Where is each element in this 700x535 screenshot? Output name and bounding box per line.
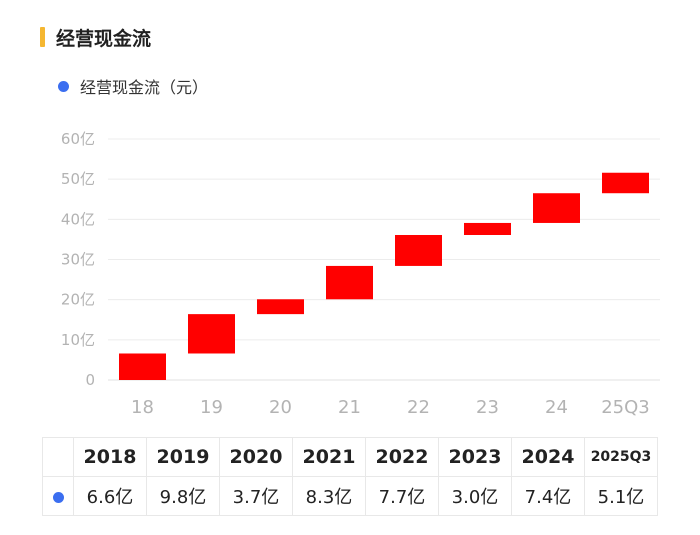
y-tick-label: 40亿 — [61, 210, 95, 228]
table-value: 8.3亿 — [292, 476, 366, 516]
bars — [119, 172, 649, 380]
table-value: 3.7亿 — [219, 476, 293, 516]
legend[interactable]: 经营现金流（元） — [58, 74, 208, 98]
x-category-label: 21 — [338, 397, 361, 418]
title-accent-bar — [40, 27, 45, 47]
bar — [533, 193, 580, 223]
table-value: 3.0亿 — [438, 476, 512, 516]
table-value: 5.1亿 — [584, 476, 658, 516]
table-year: 2020 — [219, 437, 293, 477]
legend-marker — [58, 80, 69, 92]
bar — [464, 222, 511, 235]
table-year: 2021 — [292, 437, 366, 477]
x-category-label: 22 — [407, 397, 430, 418]
y-tick-label: 50亿 — [61, 170, 95, 188]
table-year: 2022 — [365, 437, 439, 477]
y-tick-label: 30亿 — [61, 251, 95, 269]
y-tick-label: 20亿 — [61, 291, 95, 309]
bar — [395, 234, 442, 266]
table-row: 6.6亿 9.8亿 3.7亿 8.3亿 7.7亿 3.0亿 7.4亿 5.1亿 — [42, 476, 658, 516]
x-axis-categories: 18 19 20 21 22 23 24 25Q3 — [131, 397, 650, 418]
legend-label: 经营现金流（元） — [80, 78, 209, 97]
table-value: 7.7亿 — [365, 476, 439, 516]
table-year: 2018 — [73, 437, 147, 477]
table-corner-cell — [42, 437, 74, 477]
x-category-label: 23 — [476, 397, 499, 418]
table-header-row: 2018 2019 2020 2021 2022 2023 2024 2025Q… — [42, 437, 658, 477]
x-category-label: 24 — [545, 397, 568, 418]
bar — [188, 314, 235, 354]
x-category-label: 25Q3 — [601, 397, 650, 418]
table-row-marker-cell — [42, 476, 74, 516]
table-year: 2023 — [438, 437, 512, 477]
table-year: 2019 — [146, 437, 220, 477]
bar — [326, 265, 373, 300]
bar — [257, 299, 304, 315]
table-value: 9.8亿 — [146, 476, 220, 516]
table-year: 2025Q3 — [584, 437, 658, 477]
y-axis-ticks: 0 10亿 20亿 30亿 40亿 50亿 60亿 — [61, 130, 95, 389]
table-year: 2024 — [511, 437, 585, 477]
x-category-label: 18 — [131, 397, 154, 418]
chart-title: 经营现金流 — [56, 28, 152, 50]
y-tick-label: 10亿 — [61, 331, 95, 349]
table-value: 7.4亿 — [511, 476, 585, 516]
waterfall-chart: 0 10亿 20亿 30亿 40亿 50亿 60亿 18 19 20 21 22 23 24 25Q3 — [61, 130, 660, 418]
table-value: 6.6亿 — [73, 476, 147, 516]
series-dot-icon — [52, 491, 64, 503]
bar — [119, 353, 166, 380]
y-tick-label: 60亿 — [61, 130, 95, 148]
x-category-label: 20 — [269, 397, 292, 418]
x-category-label: 19 — [200, 397, 223, 418]
bar — [602, 172, 649, 194]
y-tick-label: 0 — [85, 371, 95, 389]
values-table: 2018 2019 2020 2021 2022 2023 2024 2025Q… — [42, 437, 658, 516]
